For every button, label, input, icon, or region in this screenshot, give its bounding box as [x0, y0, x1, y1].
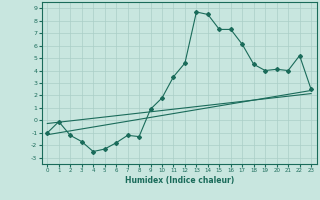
X-axis label: Humidex (Indice chaleur): Humidex (Indice chaleur) — [124, 176, 234, 185]
